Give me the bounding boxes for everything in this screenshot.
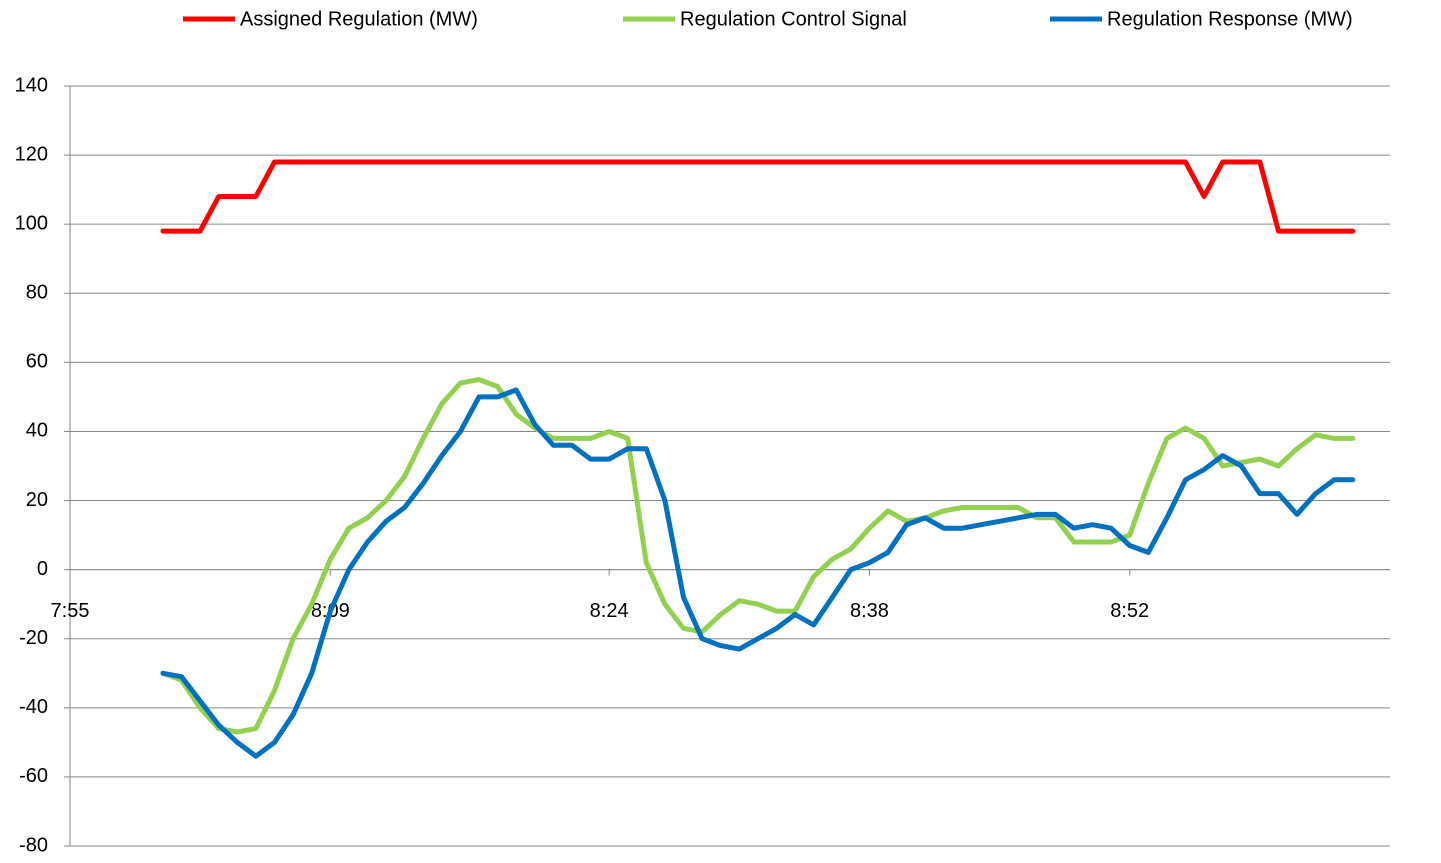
y-tick-label: 40 [26, 420, 48, 442]
series-line [160, 377, 1356, 735]
y-tick-label: 20 [26, 489, 48, 511]
series-line [160, 387, 1356, 759]
y-tick-label: 60 [26, 351, 48, 373]
y-tick-label: 80 [26, 282, 48, 304]
y-tick-label: -20 [19, 627, 48, 649]
x-tick-label: 8:52 [1110, 600, 1149, 622]
legend-label: Regulation Control Signal [680, 8, 907, 30]
legend-label: Assigned Regulation (MW) [240, 8, 478, 30]
x-tick-label: 7:55 [51, 600, 90, 622]
y-tick-label: 0 [37, 558, 48, 580]
y-tick-label: 100 [15, 212, 48, 234]
y-tick-label: 120 [15, 143, 48, 165]
y-tick-label: -80 [19, 834, 48, 856]
y-tick-label: 140 [15, 74, 48, 96]
x-tick-label: 8:24 [590, 600, 629, 622]
y-tick-label: -40 [19, 696, 48, 718]
y-tick-label: -60 [19, 765, 48, 787]
series-line [160, 159, 1356, 234]
x-tick-label: 8:38 [850, 600, 889, 622]
legend-label: Regulation Response (MW) [1107, 8, 1353, 30]
